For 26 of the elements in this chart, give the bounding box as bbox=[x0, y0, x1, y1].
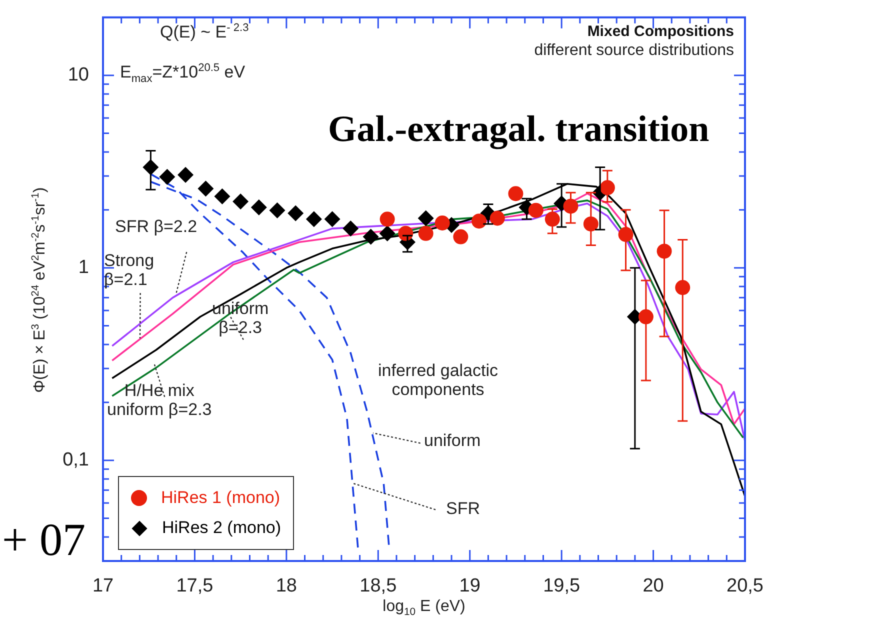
annotation: E$_{max}$=Z*10$^{20.5}$ eV bbox=[120, 62, 246, 86]
x-tick-label: 19,5 bbox=[543, 576, 580, 597]
x-tick-label: 20,5 bbox=[726, 576, 764, 597]
x-tick-label: 19 bbox=[459, 576, 480, 597]
x-tick-label: 17,5 bbox=[176, 576, 214, 597]
annotation: Mixed Compositions bbox=[587, 23, 734, 40]
annotation: SFR bbox=[446, 499, 480, 519]
annotation: different source distributions bbox=[534, 42, 734, 60]
x-tick-label: 18,5 bbox=[360, 576, 397, 597]
legend-label: HiRes 1 (mono) bbox=[161, 488, 280, 508]
y-tick-label: 1 bbox=[78, 257, 89, 278]
y-tick-label: 0,1 bbox=[62, 450, 89, 471]
annotation: SFR β=2.2 bbox=[115, 217, 198, 237]
text: Gal.-extragal. transition bbox=[328, 108, 710, 151]
x-tick-label: 18 bbox=[276, 576, 297, 597]
annotation: uniform bbox=[424, 431, 481, 451]
annotation: Q(E) ~ E$^{- 2.3}$ bbox=[160, 22, 249, 42]
x-tick-label: 17 bbox=[92, 576, 114, 597]
legend-label: HiRes 2 (mono) bbox=[162, 518, 282, 538]
x-tick-label: 20 bbox=[642, 576, 664, 597]
text: + 07 bbox=[2, 514, 86, 566]
annotation: Strong β=2.1 bbox=[104, 251, 154, 290]
annotation: H/He mix uniform β=2.3 bbox=[107, 381, 212, 420]
x-axis-title: log$_{10}$ E (eV) bbox=[382, 598, 466, 618]
y-tick-label: 10 bbox=[68, 64, 89, 86]
annotation: inferred galactic components bbox=[378, 361, 498, 400]
